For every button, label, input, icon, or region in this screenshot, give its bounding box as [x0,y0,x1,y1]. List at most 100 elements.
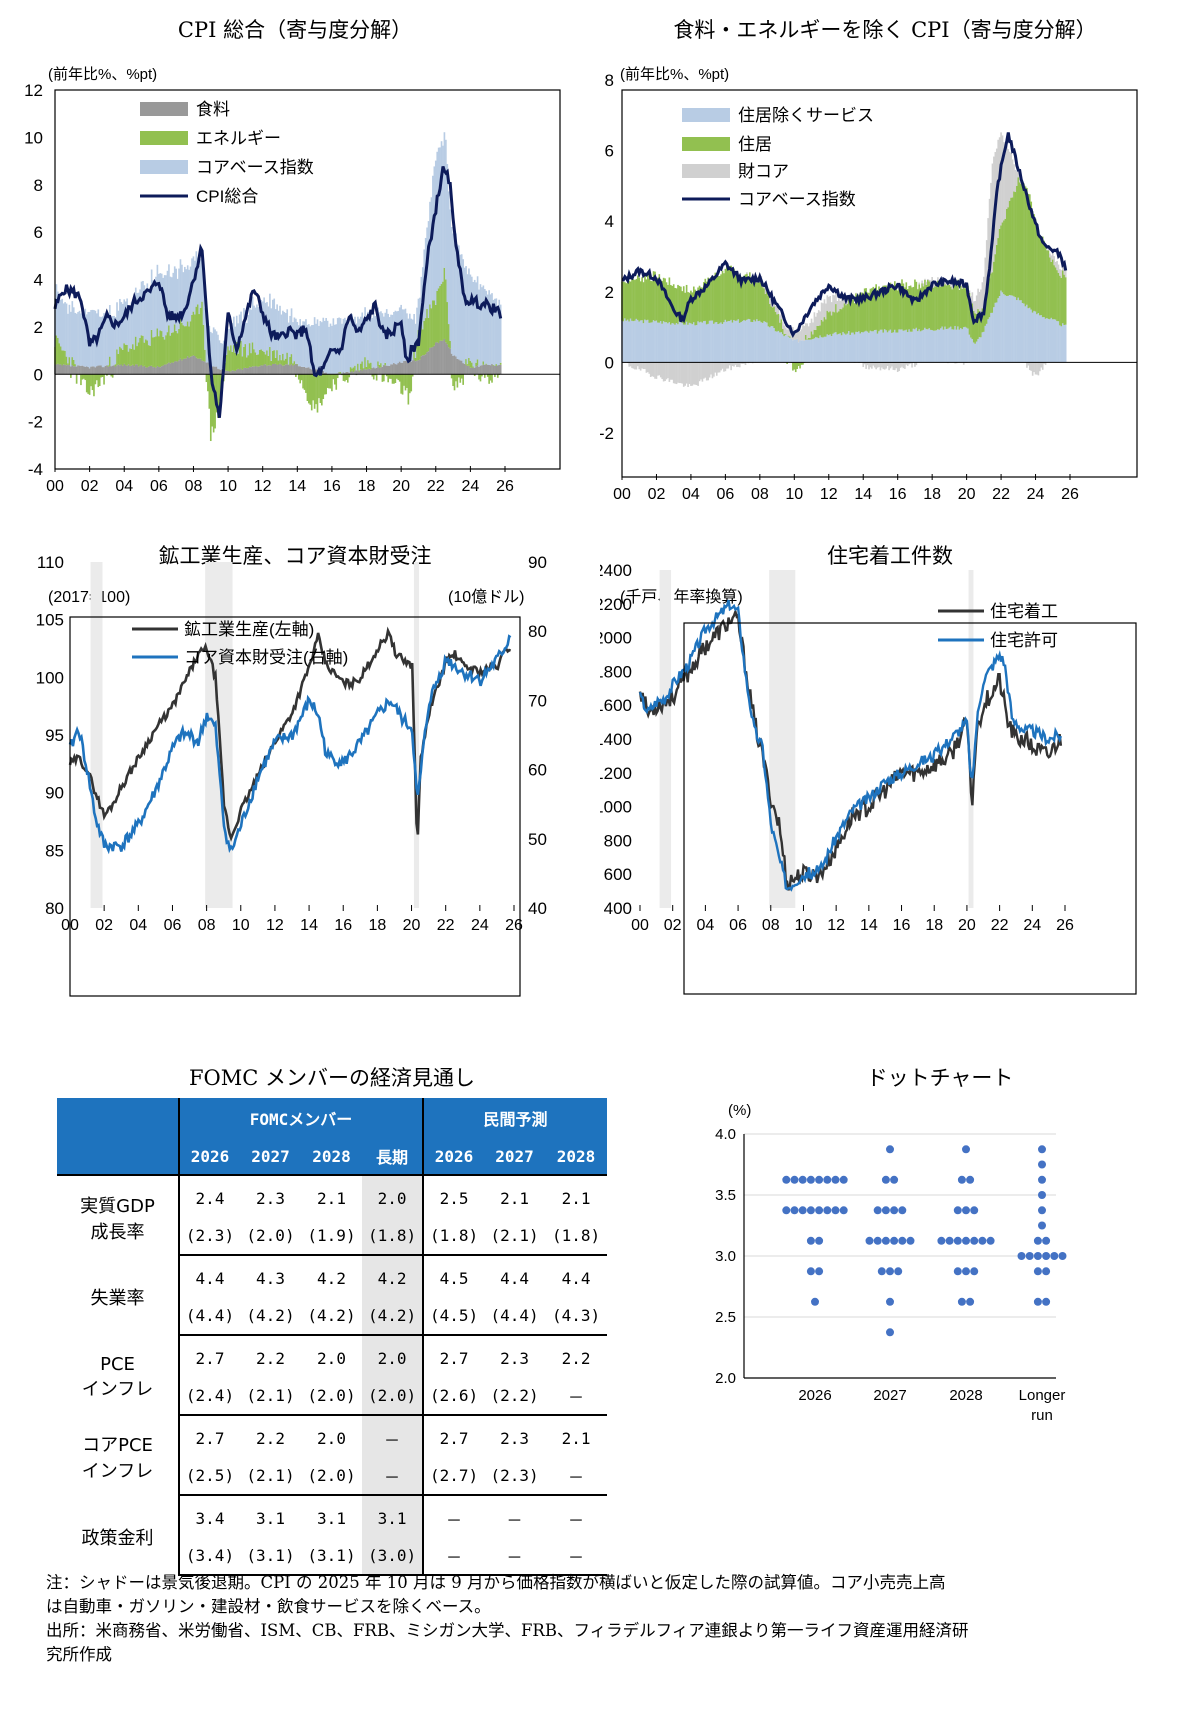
y-tick-label: 3.0 [715,1248,736,1265]
services-bar [636,319,639,363]
shelter-bar [730,265,732,320]
energy-bar [309,374,312,405]
energy-bar [447,324,450,348]
shelter-bar [951,289,954,330]
food-bar [260,365,263,375]
x-tick-label: 02 [81,478,99,495]
energy-bar [152,337,154,368]
energy-bar [111,374,114,378]
shelter-bar [800,362,803,365]
food-bar [440,340,443,375]
core-bar [202,281,205,325]
energy-bar [192,311,195,356]
energy-bar [421,329,424,356]
goods-bar [701,362,704,382]
core-bar [133,302,136,350]
dot-projection [1042,1252,1051,1260]
goods-bar [906,362,909,366]
y-tick-label: 2200 [600,595,632,614]
housing-unit: (千戸、年率換算) [620,587,743,606]
x-tick-label: 10 [795,917,813,934]
goods-bar [717,362,720,373]
goods-bar [657,362,659,376]
x-tick-label: 00 [613,486,631,503]
goods-bar [820,302,823,320]
core-bar [476,276,479,360]
energy-bar [225,354,228,371]
core-bar [492,299,495,365]
services-bar [912,328,915,363]
recession-shade [413,562,420,908]
dot-projection [962,1267,970,1276]
services-bar [954,325,956,363]
goods-bar [922,283,925,287]
services-bar [813,338,816,363]
services-bar [1021,303,1024,363]
food-bar [127,364,130,375]
services-bar [727,321,730,363]
energy-bar [241,356,244,370]
core-bar [80,313,82,366]
goods-bar [901,362,903,367]
food-bar [244,367,247,375]
energy-bar [436,290,439,343]
y-tick-label: 2400 [600,561,632,580]
shelter-bar [883,285,886,330]
services-bar [905,329,908,363]
services-bar [878,331,880,363]
shelter-bar [622,281,625,322]
energy-bar [114,364,117,367]
food-bar [264,364,267,375]
core-bar [494,298,496,366]
energy-bar [442,281,444,341]
energy-bar [237,353,239,369]
energy-bar [74,364,77,367]
services-bar [866,331,869,363]
footnote: 注：シャドーは景気後退期。CPI の 2025 年 10 月は 9 月から価格指… [46,1571,1176,1667]
food-bar [351,370,353,375]
services-bar [1051,319,1054,363]
food-bar [173,361,176,375]
services-bar [1007,295,1010,363]
food-bar [248,366,251,375]
core-bar [295,318,297,365]
shelter-bar [860,292,863,333]
x-tick-label: 22 [992,486,1010,503]
energy-bar [137,342,140,367]
core-bar [247,315,250,356]
core-bar [460,254,463,361]
food-bar [420,356,423,375]
goods-bar [886,362,889,367]
table-row-label: コアPCE インフレ [57,1415,180,1495]
energy-bar [129,348,131,366]
services-bar [812,339,814,363]
goods-bar [961,286,964,289]
energy-bar [140,335,143,365]
energy-bar [266,350,268,366]
x-category-label: run [1031,1407,1053,1424]
services-bar [951,329,954,363]
food-bar [358,371,361,375]
table-col-header: 2027 [484,1138,546,1175]
services-bar [952,329,955,363]
housing-legend: 住宅着工 住宅許可 [938,602,1058,650]
core-bar [427,221,430,318]
services-bar [1039,315,1041,363]
core-bar [258,299,261,350]
goods-bar [815,316,817,330]
services-bar [632,321,635,363]
core-bar [61,298,64,351]
energy-bar [205,374,208,383]
services-bar [850,332,853,363]
food-bar [292,365,294,375]
dot-projection [798,1206,807,1215]
dot-chart-title: ドットチャート [866,1066,1014,1090]
services-bar [635,318,638,363]
food-bar [228,371,231,375]
services-bar [692,322,695,363]
core-bar [58,298,61,344]
shelter-bar [688,292,691,323]
services-bar [807,339,810,363]
goods-bar [783,325,786,334]
goods-bar [891,362,893,367]
